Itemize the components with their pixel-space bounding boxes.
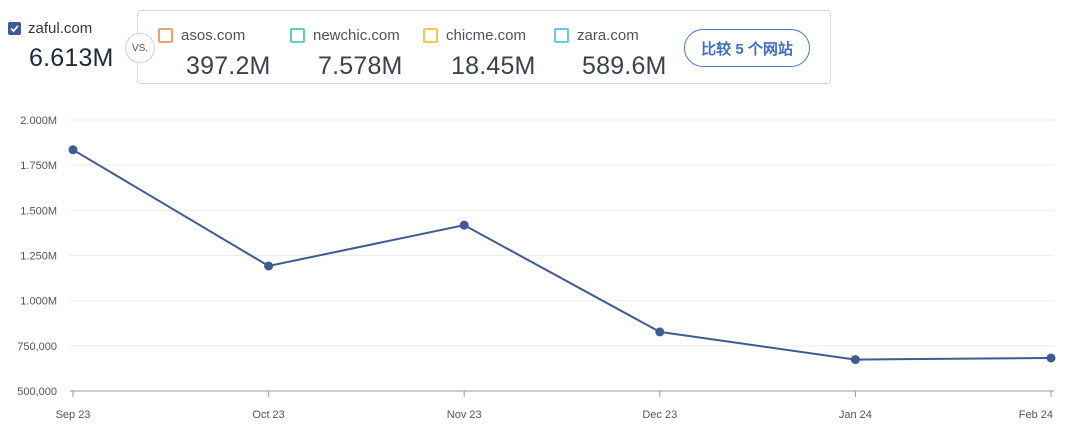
y-tick-label: 1.250M <box>20 251 57 263</box>
y-tick-label: 1.750M <box>20 160 57 172</box>
data-point <box>850 355 860 365</box>
competitor-site-name: asos.com <box>181 26 246 44</box>
compare-sites-button[interactable]: 比较 5 个网站 <box>684 29 810 67</box>
checkbox-unchecked-icon[interactable] <box>554 27 569 43</box>
competitor-zara: zara.com 589.6M <box>554 25 667 81</box>
competitor-chicme: chicme.com 18.45M <box>423 25 536 81</box>
y-tick-label: 500,000 <box>17 386 57 398</box>
competitor-site-value: 397.2M <box>186 52 271 80</box>
y-tick-label: 1.500M <box>20 205 57 217</box>
data-point <box>264 261 274 271</box>
x-tick-label: Nov 23 <box>447 409 482 421</box>
competitor-row[interactable]: zara.com <box>554 25 667 45</box>
x-tick-label: Dec 23 <box>642 409 677 421</box>
x-tick-label: Jan 24 <box>839 409 872 421</box>
primary-site-row[interactable]: zaful.com <box>8 18 120 38</box>
data-point <box>68 145 78 155</box>
checkbox-unchecked-icon[interactable] <box>423 27 438 43</box>
checkbox-unchecked-icon[interactable] <box>290 27 305 43</box>
competitor-asos: asos.com 397.2M <box>158 25 271 81</box>
competitor-panel: asos.com 397.2M newchic.com 7.578M chicm… <box>137 10 831 84</box>
data-point <box>1046 353 1056 363</box>
competitor-newchic: newchic.com 7.578M <box>290 25 403 81</box>
competitor-row[interactable]: asos.com <box>158 25 271 45</box>
y-tick-label: 750,000 <box>17 341 57 353</box>
competitor-site-value: 589.6M <box>582 52 667 80</box>
competitor-site-name: chicme.com <box>446 26 527 44</box>
checkbox-checked-icon[interactable] <box>8 21 21 35</box>
primary-site: zaful.com 6.613M <box>8 18 120 73</box>
checkbox-unchecked-icon[interactable] <box>158 27 173 43</box>
competitor-row[interactable]: chicme.com <box>423 25 536 45</box>
y-tick-label: 1.000M <box>20 296 57 308</box>
competitor-row[interactable]: newchic.com <box>290 25 403 45</box>
x-tick-label: Sep 23 <box>56 409 91 421</box>
competitor-site-name: zara.com <box>577 26 639 44</box>
x-tick-label: Oct 23 <box>252 409 284 421</box>
competitor-site-value: 7.578M <box>318 52 403 80</box>
competitor-site-name: newchic.com <box>313 26 400 44</box>
series-line <box>72 148 1052 361</box>
primary-site-name: zaful.com <box>28 19 93 37</box>
data-point <box>459 220 469 230</box>
competitor-site-value: 18.45M <box>451 52 536 80</box>
vs-badge: VS. <box>125 33 155 63</box>
x-tick-label: Feb 24 <box>1019 409 1053 421</box>
y-tick-label: 2.000M <box>20 115 57 127</box>
traffic-line-chart: 500,000 750,000 1.000M 1.250M 1.500M 1.750M 2.… <box>17 115 1056 421</box>
primary-site-value: 6.613M <box>29 44 114 72</box>
data-point <box>655 327 665 337</box>
